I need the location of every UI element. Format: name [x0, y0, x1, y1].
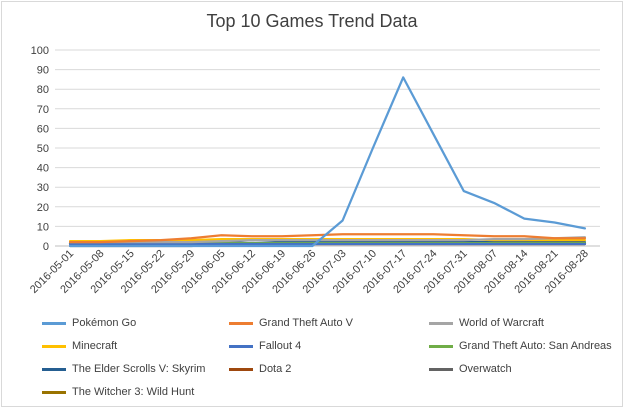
legend-swatch	[42, 390, 66, 394]
legend-swatch	[42, 344, 66, 348]
y-tick-label: 80	[37, 84, 49, 96]
y-tick-label: 30	[37, 182, 49, 194]
y-tick-label: 90	[37, 65, 49, 77]
legend-swatch	[429, 321, 453, 325]
y-tick-label: 10	[37, 221, 49, 233]
legend-label: Pokémon Go	[72, 317, 137, 329]
legend-label: The Elder Scrolls V: Skyrim	[72, 363, 206, 375]
legend-swatch	[429, 344, 453, 348]
legend-item: Pokémon Go	[42, 314, 229, 332]
y-tick-label: 40	[37, 163, 49, 175]
legend-swatch	[42, 321, 66, 325]
legend-swatch	[229, 344, 253, 348]
y-tick-label: 60	[37, 123, 49, 135]
legend-label: Minecraft	[72, 340, 118, 352]
legend-item: Fallout 4	[229, 337, 429, 355]
y-tick-label: 50	[37, 143, 49, 155]
y-tick-label: 100	[31, 45, 49, 57]
y-tick-label: 0	[43, 241, 49, 253]
legend-swatch	[229, 367, 253, 371]
plot-area: 01020304050607080901002016-05-012016-05-…	[28, 45, 600, 296]
legend-item: Minecraft	[42, 337, 229, 355]
legend-item: Grand Theft Auto V	[229, 314, 429, 332]
legend-label: World of Warcraft	[459, 317, 544, 329]
legend-item: World of Warcraft	[429, 314, 619, 332]
legend-item: Grand Theft Auto: San Andreas	[429, 337, 619, 355]
legend-item: Dota 2	[229, 360, 429, 378]
legend: Pokémon Go Grand Theft Auto V World of War…	[42, 314, 622, 401]
legend-swatch	[229, 321, 253, 325]
legend-label: Grand Theft Auto: San Andreas	[459, 340, 612, 352]
legend-item: The Witcher 3: Wild Hunt	[42, 383, 229, 401]
legend-label: Fallout 4	[259, 340, 302, 352]
y-tick-label: 20	[37, 202, 49, 214]
legend-label: Grand Theft Auto V	[259, 317, 353, 329]
legend-label: Overwatch	[459, 363, 512, 375]
y-tick-label: 70	[37, 104, 49, 116]
legend-label: The Witcher 3: Wild Hunt	[72, 386, 195, 398]
legend-label: Dota 2	[259, 363, 292, 375]
series-line	[68, 236, 587, 244]
legend-swatch	[42, 367, 66, 371]
legend-swatch	[429, 367, 453, 371]
chart-title: Top 10 Games Trend Data	[206, 11, 418, 31]
series-line	[68, 76, 587, 248]
legend-item: Overwatch	[429, 360, 619, 378]
legend-item: The Elder Scrolls V: Skyrim	[42, 360, 229, 378]
